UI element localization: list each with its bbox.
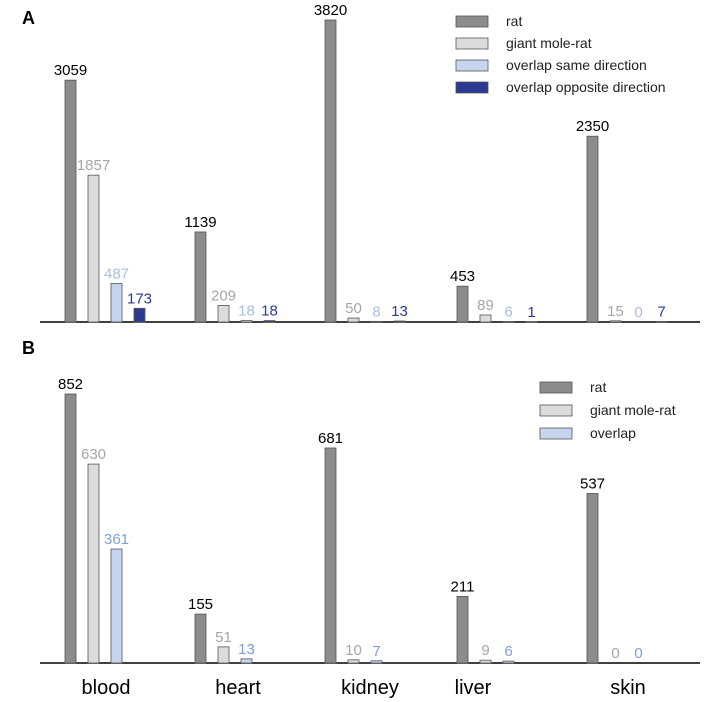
category-label-blood: blood <box>82 677 131 699</box>
data-label-a-heart-rat: 1139 <box>184 214 216 231</box>
bar-b-blood-overlap <box>110 548 123 664</box>
data-label-a-heart-giant-mole-rat: 209 <box>211 287 236 304</box>
panel-letter-b: B <box>22 338 35 358</box>
bar-a-kidney-giant-mole-rat <box>347 317 360 323</box>
bar-a-skin-giant-mole-rat <box>609 320 622 323</box>
category-label-skin: skin <box>610 677 646 699</box>
legend-swatch-b-overlap <box>539 427 573 440</box>
data-label-b-blood-overlap: 361 <box>104 531 129 548</box>
data-label-a-heart-overlap-opposite-direction: 18 <box>261 303 278 320</box>
data-label-b-liver-rat: 211 <box>451 578 475 595</box>
bar-b-blood-rat <box>64 393 77 664</box>
data-label-a-blood-overlap-opposite-direction: 173 <box>127 290 152 307</box>
bar-a-kidney-rat <box>324 19 337 323</box>
data-label-a-kidney-rat: 3820 <box>314 2 347 19</box>
legend-label-a-rat: rat <box>506 13 522 29</box>
category-label-kidney: kidney <box>341 677 399 699</box>
data-label-b-skin-giant-mole-rat: 0 <box>611 645 619 662</box>
data-label-a-liver-overlap-same-direction: 6 <box>504 304 512 321</box>
data-label-a-blood-overlap-same-direction: 487 <box>104 265 129 282</box>
bar-a-skin-rat <box>586 135 599 323</box>
legend-label-a-overlap-same-direction: overlap same direction <box>506 57 647 73</box>
data-label-b-liver-giant-mole-rat: 9 <box>481 642 489 659</box>
legend-label-b-overlap: overlap <box>590 425 636 441</box>
data-label-a-skin-overlap-opposite-direction: 7 <box>657 303 665 320</box>
data-label-b-kidney-overlap: 7 <box>372 643 380 660</box>
data-label-b-blood-rat: 852 <box>58 376 83 393</box>
bar-b-kidney-rat <box>324 447 337 664</box>
data-label-a-liver-rat: 453 <box>450 268 475 285</box>
bar-b-heart-giant-mole-rat <box>217 646 230 664</box>
data-label-a-skin-rat: 2350 <box>576 118 609 135</box>
data-label-a-heart-overlap-same-direction: 18 <box>238 303 255 320</box>
bar-a-blood-giant-mole-rat <box>87 174 100 323</box>
bar-a-blood-overlap-opposite-direction <box>133 307 146 323</box>
bar-b-skin-rat <box>586 493 599 664</box>
bar-a-blood-rat <box>64 79 77 323</box>
category-axis-labels: blood heart kidney liver skin <box>82 677 646 699</box>
data-label-b-skin-rat: 537 <box>580 475 605 492</box>
bar-b-liver-rat <box>456 595 469 664</box>
panel-letter-a: A <box>22 8 35 28</box>
data-label-a-kidney-overlap-same-direction: 8 <box>372 303 380 320</box>
data-label-b-kidney-rat: 681 <box>318 430 343 447</box>
data-label-b-skin-overlap: 0 <box>634 645 642 662</box>
category-label-heart: heart <box>215 677 261 699</box>
bar-b-liver-giant-mole-rat <box>479 659 492 664</box>
data-label-a-liver-overlap-opposite-direction: 1 <box>527 304 535 321</box>
data-label-b-blood-giant-mole-rat: 630 <box>81 446 106 463</box>
bar-b-liver-overlap <box>502 660 515 664</box>
data-label-b-heart-rat: 155 <box>188 596 213 613</box>
data-label-b-heart-giant-mole-rat: 51 <box>215 629 232 646</box>
legend-label-b-giant-mole-rat: giant mole-rat <box>590 402 676 418</box>
legend-swatch-a-overlap-opposite-direction <box>455 81 489 94</box>
bar-a-liver-rat <box>456 285 469 323</box>
legend-swatch-b-giant-mole-rat <box>539 404 573 417</box>
data-label-a-blood-rat: 3059 <box>54 62 87 79</box>
bar-a-skin-overlap-opposite-direction <box>655 321 668 323</box>
bar-b-heart-rat <box>194 613 207 664</box>
bar-a-heart-overlap-opposite-direction <box>263 320 276 323</box>
data-label-b-heart-overlap: 13 <box>238 641 255 658</box>
legend-swatch-a-rat <box>455 15 489 28</box>
bar-b-kidney-giant-mole-rat <box>347 659 360 664</box>
legend-label-a-overlap-opposite-direction: overlap opposite direction <box>506 79 666 95</box>
legend-swatch-a-giant-mole-rat <box>455 37 489 50</box>
legend-label-a-giant-mole-rat: giant mole-rat <box>506 35 592 51</box>
bar-a-blood-overlap-same-direction <box>110 283 123 323</box>
bar-b-heart-overlap <box>240 658 253 664</box>
bar-b-kidney-overlap <box>370 660 383 664</box>
data-label-a-liver-giant-mole-rat: 89 <box>477 297 494 314</box>
bar-a-kidney-overlap-same-direction <box>370 320 383 323</box>
bar-a-kidney-overlap-opposite-direction <box>393 320 406 323</box>
legend-swatch-b-rat <box>539 381 573 394</box>
category-label-liver: liver <box>455 677 492 699</box>
data-label-b-kidney-giant-mole-rat: 10 <box>345 642 362 659</box>
data-label-a-kidney-giant-mole-rat: 50 <box>345 300 362 317</box>
data-label-b-liver-overlap: 6 <box>504 643 512 660</box>
legend-label-b-rat: rat <box>590 379 606 395</box>
bar-a-heart-giant-mole-rat <box>217 305 230 323</box>
data-label-a-skin-giant-mole-rat: 15 <box>607 303 624 320</box>
legend-swatch-a-overlap-same-direction <box>455 59 489 72</box>
data-label-a-kidney-overlap-opposite-direction: 13 <box>391 303 408 320</box>
bar-b-blood-giant-mole-rat <box>87 463 100 664</box>
bar-a-liver-giant-mole-rat <box>479 314 492 323</box>
data-label-a-skin-overlap-same-direction: 0 <box>634 304 642 321</box>
bar-a-heart-overlap-same-direction <box>240 320 253 323</box>
bar-a-heart-rat <box>194 231 207 323</box>
data-label-a-blood-giant-mole-rat: 1857 <box>77 157 110 174</box>
